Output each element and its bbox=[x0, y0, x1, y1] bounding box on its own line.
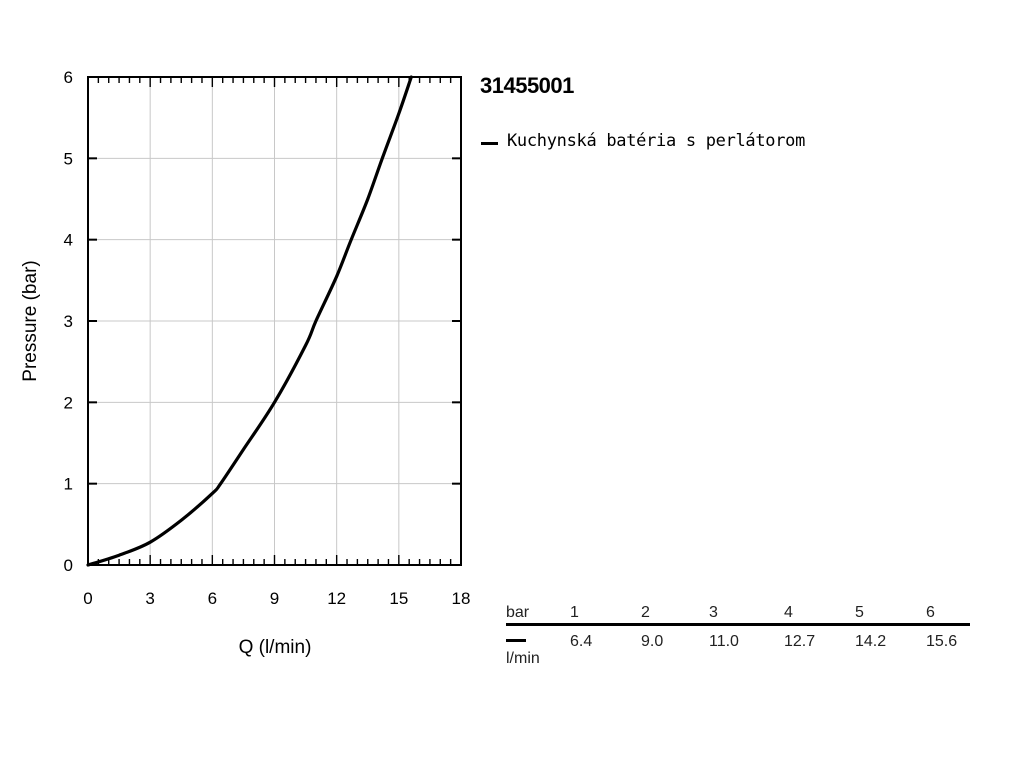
x-tick-label: 3 bbox=[145, 589, 154, 608]
table-pressure-1: 1 bbox=[570, 604, 579, 621]
legend-label: Kuchynská batéria s perlátorom bbox=[507, 131, 806, 151]
series-layer bbox=[86, 75, 413, 567]
table-pressure-6: 6 bbox=[926, 604, 935, 621]
y-tick-label: 1 bbox=[64, 475, 73, 494]
y-tick-label: 2 bbox=[64, 393, 73, 412]
series-line bbox=[86, 75, 413, 567]
table-series-swatch bbox=[506, 639, 526, 642]
y-tick-label: 6 bbox=[64, 68, 73, 87]
plot-frame bbox=[87, 76, 462, 566]
x-tick-label: 12 bbox=[327, 589, 346, 608]
table-header-bar-label: bar bbox=[506, 604, 530, 621]
y-tick-label: 0 bbox=[64, 556, 73, 575]
table-pressure-2: 2 bbox=[641, 604, 650, 621]
y-tick-label: 3 bbox=[64, 312, 73, 331]
x-tick-label: 15 bbox=[389, 589, 408, 608]
table-flow-2: 9.0 bbox=[641, 633, 664, 650]
product-code-title: 31455001 bbox=[480, 73, 574, 98]
table-pressure-5: 5 bbox=[855, 604, 864, 621]
x-axis-label: Q (l/min) bbox=[239, 637, 312, 658]
x-tick-label: 0 bbox=[83, 589, 92, 608]
table-pressure-4: 4 bbox=[784, 604, 793, 621]
table-flow-3: 11.0 bbox=[709, 633, 739, 650]
x-tick-label: 18 bbox=[452, 589, 471, 608]
y-tick-label: 4 bbox=[64, 231, 73, 250]
table-flow-4: 12.7 bbox=[784, 633, 816, 650]
table-pressure-3: 3 bbox=[709, 604, 718, 621]
table-flow-6: 15.6 bbox=[926, 633, 958, 650]
table-flow-5: 14.2 bbox=[855, 633, 887, 650]
y-tick-label: 5 bbox=[64, 149, 73, 168]
x-tick-label: 9 bbox=[270, 589, 279, 608]
table-divider bbox=[506, 623, 970, 626]
legend-line-swatch bbox=[481, 142, 498, 145]
chart-grid bbox=[88, 77, 461, 565]
flow-table: bar 1 2 3 4 5 6 6.4 9.0 11.0 12.7 14.2 1… bbox=[506, 604, 970, 674]
y-axis-label: Pressure (bar) bbox=[20, 260, 41, 381]
table-flow-1: 6.4 bbox=[570, 633, 593, 650]
table-unit-label: l/min bbox=[506, 650, 540, 667]
x-tick-label: 6 bbox=[208, 589, 217, 608]
